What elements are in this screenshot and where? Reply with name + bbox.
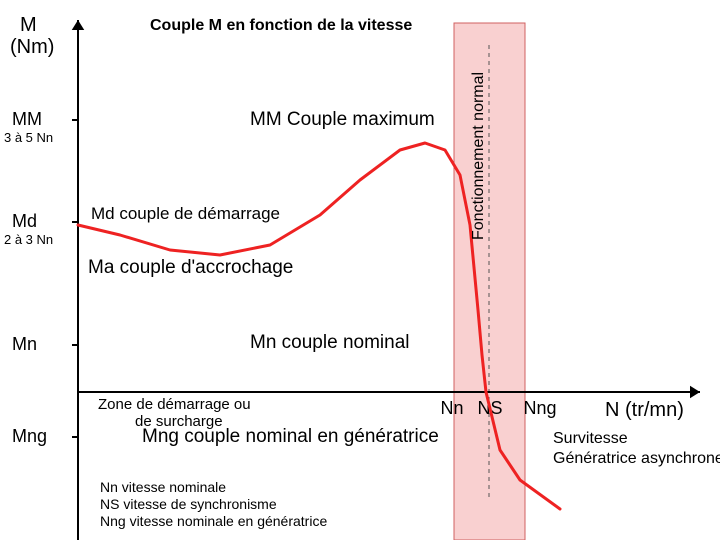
svg-text:Nn: Nn	[440, 398, 463, 418]
label-survitesse: Survitesse	[553, 430, 628, 448]
chart-container: Couple M en fonction de la vitesse M (Nm…	[0, 0, 720, 540]
y-axis-label-2: (Nm)	[10, 36, 54, 58]
chart-title: Couple M en fonction de la vitesse	[150, 17, 412, 35]
y-axis-label-1: M	[20, 14, 37, 36]
legend-nng: Nng vitesse nominale en génératrice	[100, 514, 327, 529]
svg-text:Nng: Nng	[523, 398, 556, 418]
label-mm-max: MM Couple maximum	[250, 110, 435, 131]
label-mng-gen: Mng couple nominal en génératrice	[142, 427, 439, 448]
svg-text:Md: Md	[12, 211, 37, 231]
label-ma-accrochage: Ma couple d'accrochage	[88, 258, 293, 279]
label-mn-nominal: Mn couple nominal	[250, 333, 409, 354]
svg-text:Mn: Mn	[12, 334, 37, 354]
svg-text:2 à 3 Nn: 2 à 3 Nn	[4, 232, 53, 247]
svg-text:Mng: Mng	[12, 426, 47, 446]
svg-text:3 à 5 Nn: 3 à 5 Nn	[4, 130, 53, 145]
legend-nn: Nn vitesse nominale	[100, 480, 226, 495]
label-fonct-normal: Fonctionnement normal	[470, 72, 488, 240]
x-axis-label: N (tr/mn)	[605, 399, 684, 421]
legend-ns: NS vitesse de synchronisme	[100, 497, 277, 512]
label-zone-demarrage-1: Zone de démarrage ou	[98, 397, 251, 414]
svg-text:MM: MM	[12, 109, 42, 129]
label-md-demarrage: Md couple de démarrage	[91, 205, 280, 224]
label-gen-async: Génératrice asynchrone	[553, 450, 720, 468]
